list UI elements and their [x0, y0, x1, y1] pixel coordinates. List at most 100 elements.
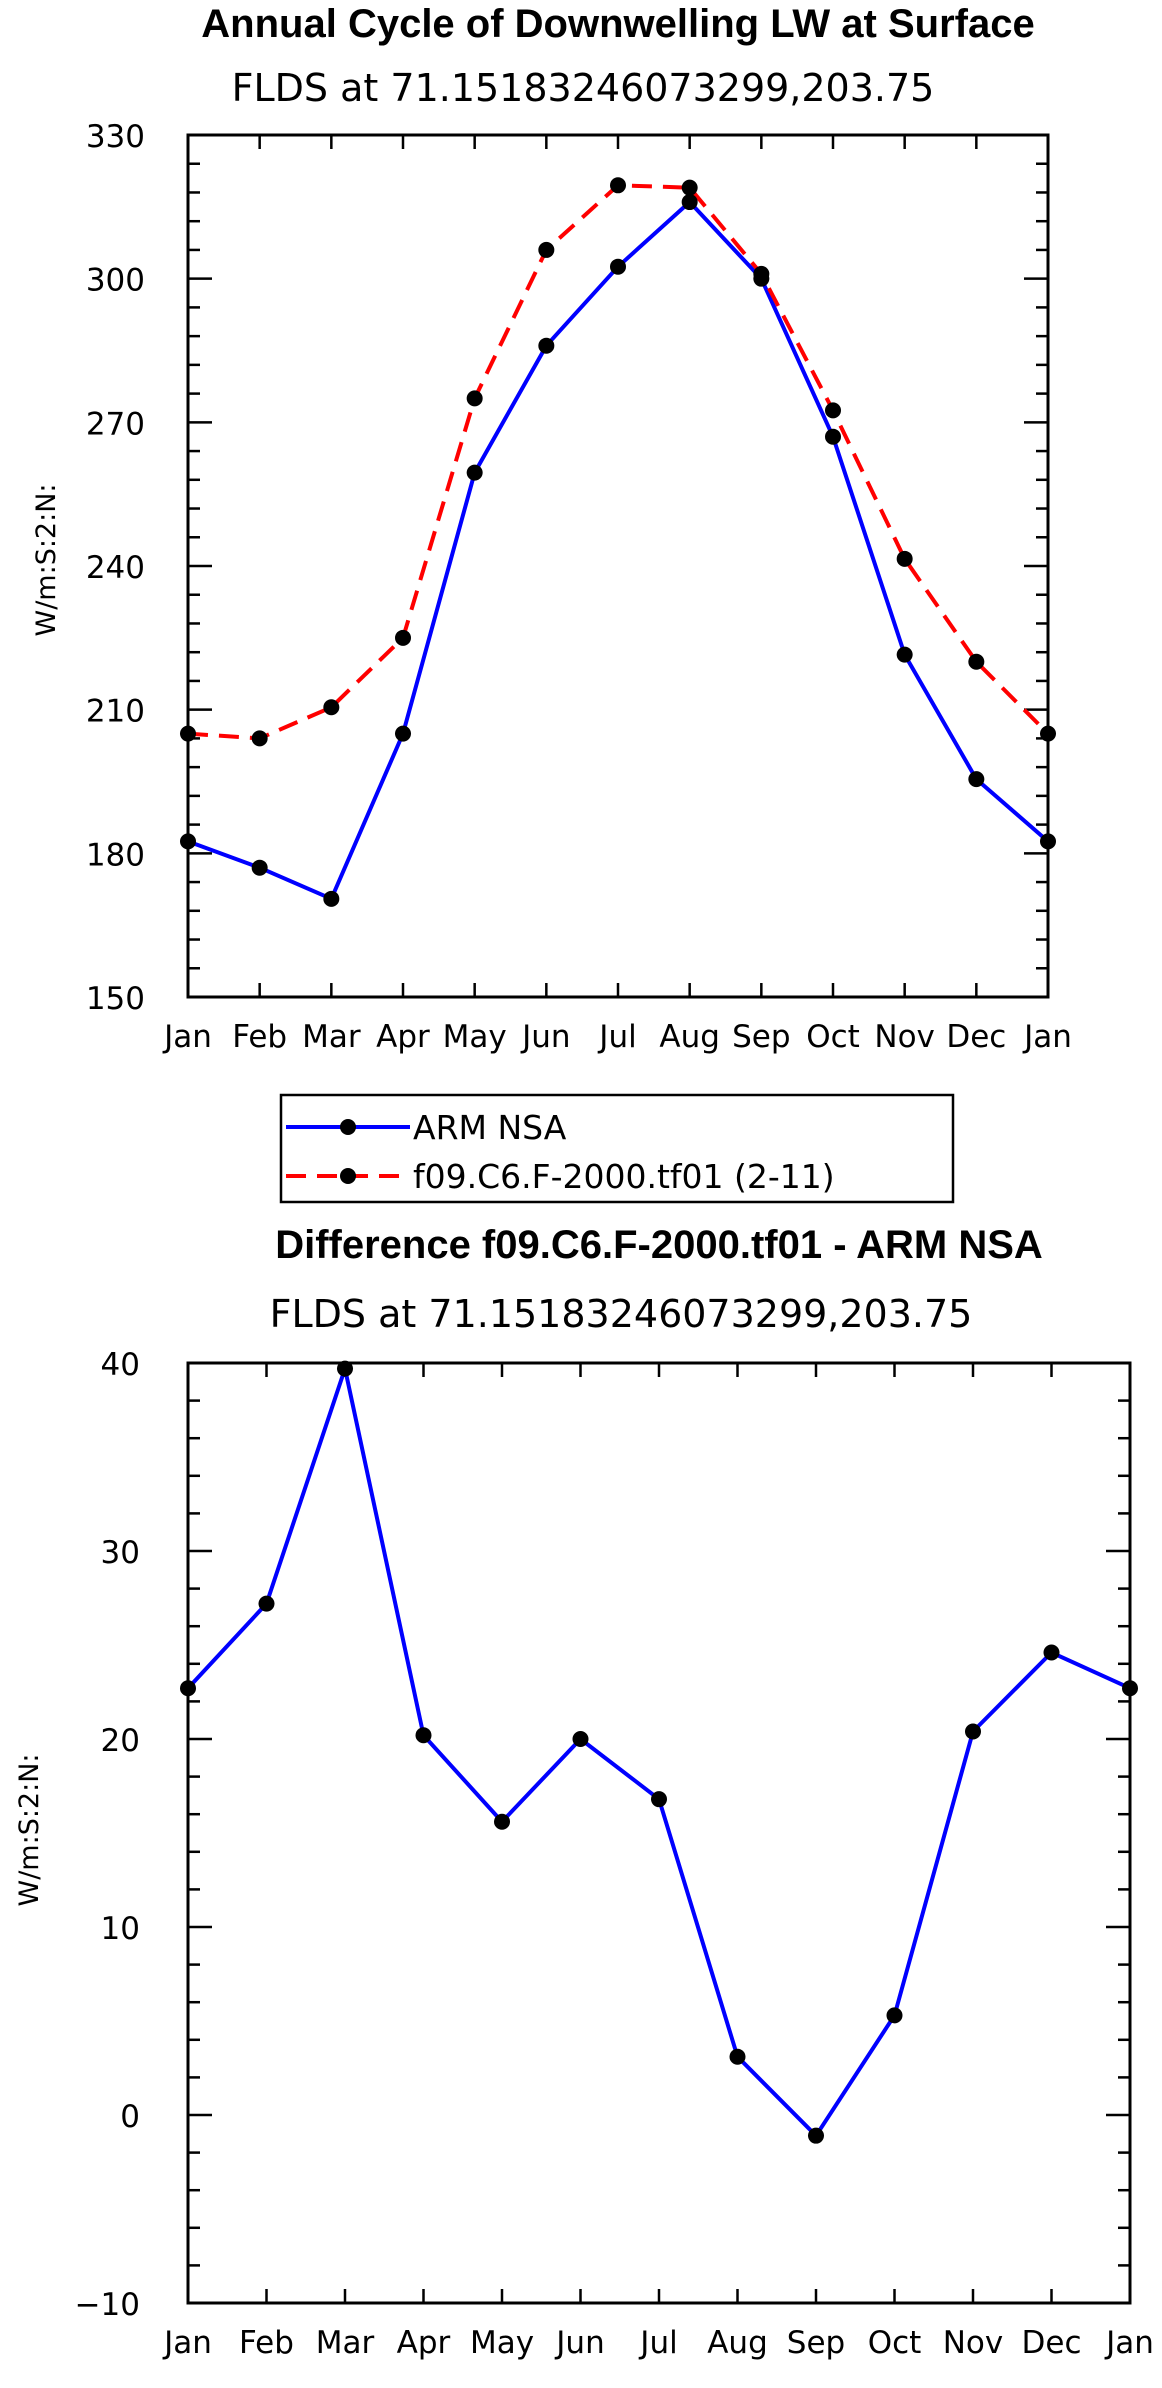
x-tick-label: Sep	[787, 2325, 845, 2361]
plot-axes	[186, 1361, 1132, 2305]
data-point	[494, 1813, 510, 1830]
x-tick-label: Dec	[1022, 2325, 1082, 2361]
data-point	[968, 653, 985, 670]
data-point	[968, 771, 985, 788]
series-group	[180, 177, 1056, 907]
data-point	[466, 464, 483, 481]
data-point	[753, 265, 770, 282]
data-point	[337, 1360, 353, 1377]
x-tick-label: Nov	[943, 2325, 1004, 2361]
legend-label-arm-nsa: ARM NSA	[413, 1108, 567, 1147]
x-tick-label: Feb	[232, 1019, 287, 1055]
x-tick-label: Mar	[316, 2325, 375, 2361]
y-tick-label: 10	[101, 1911, 140, 1947]
x-tick-label: Mar	[302, 1019, 361, 1055]
legend-label-model: f09.C6.F-2000.tf01 (2-11)	[413, 1157, 835, 1196]
data-point	[729, 2048, 746, 2065]
data-point	[180, 725, 196, 742]
data-point	[538, 241, 555, 258]
x-tick-label: May	[443, 1019, 507, 1055]
x-tick-label: Jun	[554, 2325, 604, 2361]
annual-cycle-chart: Annual Cycle of Downwelling LW at Surfac…	[31, 2, 1072, 1055]
x-tick-label: Jul	[597, 1019, 636, 1055]
data-point	[258, 1595, 275, 1612]
y-tick-label: 300	[86, 263, 145, 299]
data-point	[1040, 833, 1056, 850]
plot-frame	[186, 1361, 1132, 2305]
data-point	[323, 890, 340, 907]
data-point	[825, 428, 841, 445]
y-tick-label: 0	[120, 2099, 140, 2135]
data-point	[965, 1723, 981, 1740]
y-tick-label: −10	[75, 2287, 140, 2323]
axis-ticks	[186, 133, 1050, 999]
y-tick-label: 240	[86, 550, 145, 586]
x-tick-label: Jan	[162, 2325, 212, 2361]
axis-ticks	[186, 1361, 1132, 2305]
chart-subtitle: FLDS at 71.15183246073299,203.75	[270, 1292, 973, 1336]
x-tick-label: May	[470, 2325, 534, 2361]
x-tick-label: Aug	[659, 1019, 720, 1055]
legend-box	[279, 1093, 955, 1204]
x-tick-label: Sep	[732, 1019, 790, 1055]
data-point	[572, 1731, 589, 1747]
data-point	[395, 725, 411, 742]
data-point	[651, 1791, 667, 1808]
x-tick-label: Jul	[638, 2325, 677, 2361]
x-tick-label: Oct	[806, 1019, 860, 1055]
y-tick-label: 210	[86, 694, 145, 730]
data-point	[251, 859, 268, 876]
data-point	[896, 550, 913, 567]
x-tick-label: Aug	[707, 2325, 768, 2361]
difference-chart: Difference f09.C6.F-2000.tf01 - ARM NSA …	[14, 1223, 1154, 2361]
axis-tick-labels: Jan Feb Mar Apr May Jun Jul Aug Sep Oct Nov Dec Jan−…	[75, 1347, 1154, 2361]
y-tick-label: 40	[101, 1347, 140, 1383]
data-point	[180, 1680, 196, 1697]
data-point	[1043, 1644, 1060, 1661]
chart-title: Annual Cycle of Downwelling LW at Surfac…	[201, 2, 1034, 46]
legend-marker-arm-nsa	[340, 1119, 356, 1135]
x-tick-label: Jan	[1104, 2325, 1154, 2361]
chart-title: Difference f09.C6.F-2000.tf01 - ARM NSA	[275, 1223, 1043, 1267]
axis-tick-labels: Jan Feb Mar Apr May Jun Jul Aug Sep Oct Nov Dec Jan 1…	[86, 119, 1072, 1055]
legend-marker-model	[340, 1168, 356, 1184]
x-tick-label: Apr	[376, 1019, 430, 1055]
data-point	[1122, 1680, 1138, 1697]
data-point	[395, 629, 411, 646]
data-point	[415, 1727, 432, 1744]
series-group	[180, 1360, 1138, 2144]
data-point	[896, 646, 913, 663]
x-tick-label: Jan	[1022, 1019, 1072, 1055]
data-point	[808, 2127, 824, 2144]
data-point	[538, 337, 555, 354]
x-tick-label: Oct	[868, 2325, 922, 2361]
data-point	[610, 258, 626, 275]
y-tick-label: 30	[101, 1535, 140, 1571]
y-tick-label: 150	[86, 981, 145, 1017]
y-axis-label: W/m:S:2:N:	[31, 484, 62, 637]
data-point	[825, 402, 841, 419]
series-line-0	[187, 200, 1050, 901]
x-tick-label: Nov	[874, 1019, 935, 1055]
series-line-0	[186, 1366, 1131, 2138]
y-tick-label: 330	[86, 119, 145, 155]
y-tick-label: 270	[86, 406, 145, 442]
legend: ARM NSA f09.C6.F-2000.tf01 (2-11)	[279, 1093, 955, 1204]
data-point	[681, 194, 698, 211]
y-tick-label: 20	[101, 1723, 140, 1759]
y-tick-label: 180	[86, 837, 145, 873]
x-tick-label: Jun	[520, 1019, 570, 1055]
x-tick-label: Feb	[239, 2325, 294, 2361]
data-point	[251, 730, 268, 747]
data-point	[1040, 725, 1056, 742]
data-point	[610, 177, 626, 194]
data-point	[886, 2007, 903, 2024]
chart-subtitle: FLDS at 71.15183246073299,203.75	[232, 66, 935, 110]
y-axis-label: W/m:S:2:N:	[14, 1754, 45, 1907]
x-tick-label: Jan	[162, 1019, 212, 1055]
data-point	[466, 390, 483, 407]
data-point	[681, 179, 698, 196]
data-point	[323, 699, 340, 716]
data-point	[180, 833, 196, 850]
